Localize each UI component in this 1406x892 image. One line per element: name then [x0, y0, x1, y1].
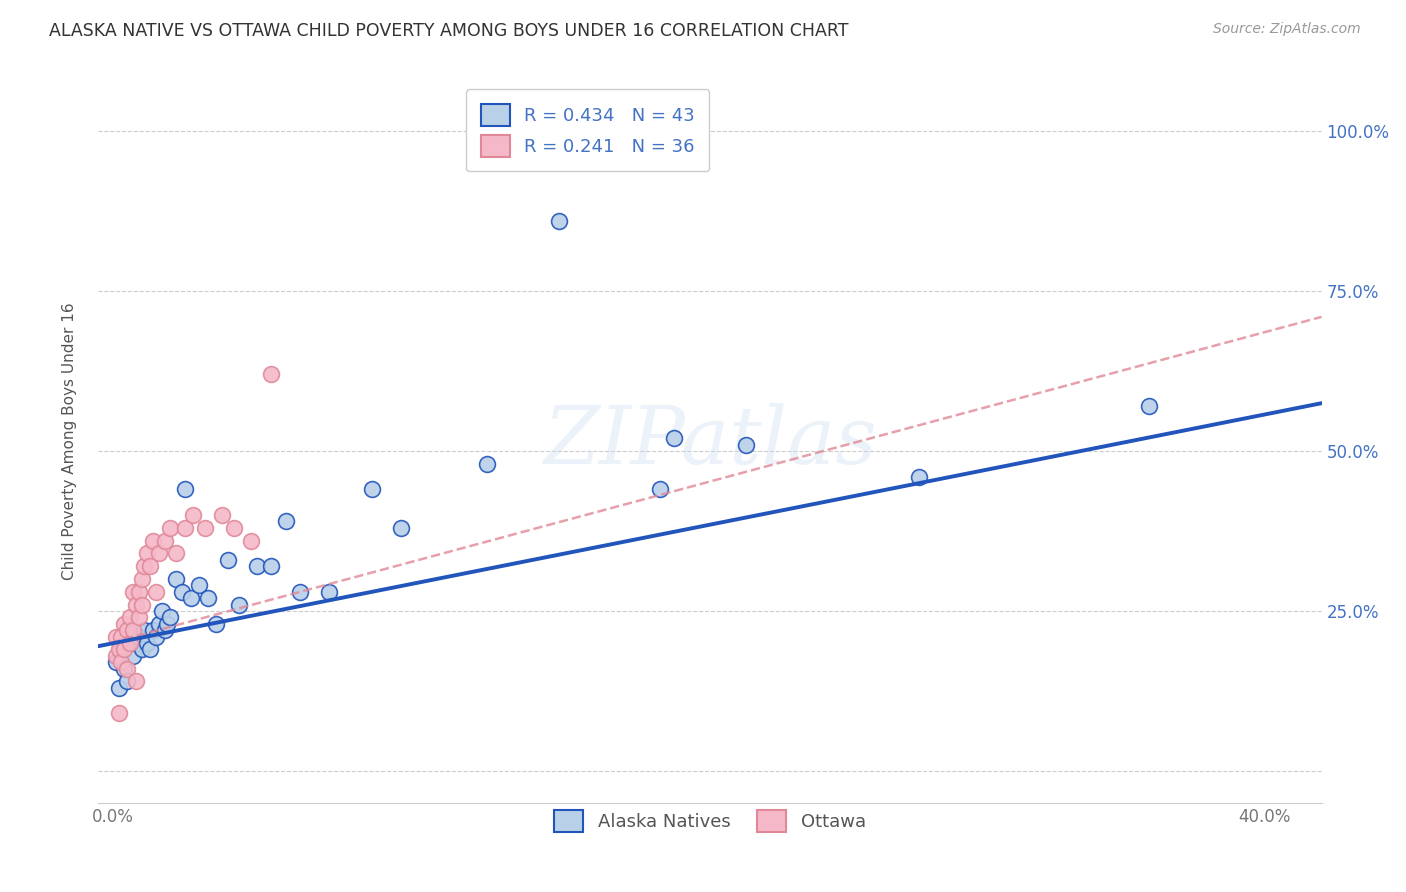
Point — [194, 521, 217, 535]
Point — [173, 483, 195, 497]
Point — [180, 591, 202, 606]
Point — [104, 630, 127, 644]
Point — [125, 598, 148, 612]
Point — [115, 623, 138, 637]
Point — [139, 642, 162, 657]
Point — [183, 508, 205, 522]
Point — [145, 584, 167, 599]
Point — [153, 623, 176, 637]
Point — [110, 642, 132, 657]
Point — [165, 572, 187, 586]
Point — [112, 616, 135, 631]
Point — [110, 630, 132, 644]
Point — [260, 368, 283, 382]
Point — [131, 598, 153, 612]
Point — [107, 681, 129, 695]
Point — [125, 674, 148, 689]
Point — [907, 469, 929, 483]
Point — [217, 553, 239, 567]
Point — [150, 604, 173, 618]
Point — [159, 610, 181, 624]
Point — [142, 533, 165, 548]
Point — [1137, 400, 1160, 414]
Point — [104, 648, 127, 663]
Point — [134, 559, 156, 574]
Point — [115, 674, 138, 689]
Point — [188, 578, 211, 592]
Point — [246, 559, 269, 574]
Point — [648, 483, 671, 497]
Point — [197, 591, 219, 606]
Point — [274, 515, 297, 529]
Text: ZIPatlas: ZIPatlas — [543, 403, 877, 480]
Point — [104, 655, 127, 669]
Point — [128, 610, 150, 624]
Legend: Alaska Natives, Ottawa: Alaska Natives, Ottawa — [546, 801, 875, 841]
Point — [205, 616, 228, 631]
Point — [142, 623, 165, 637]
Point — [360, 483, 382, 497]
Point — [139, 559, 162, 574]
Point — [165, 546, 187, 560]
Point — [148, 616, 170, 631]
Point — [260, 559, 283, 574]
Point — [120, 636, 142, 650]
Point — [122, 623, 145, 637]
Text: ALASKA NATIVE VS OTTAWA CHILD POVERTY AMONG BOYS UNDER 16 CORRELATION CHART: ALASKA NATIVE VS OTTAWA CHILD POVERTY AM… — [49, 22, 849, 40]
Point — [145, 630, 167, 644]
Y-axis label: Child Poverty Among Boys Under 16: Child Poverty Among Boys Under 16 — [62, 302, 77, 581]
Point — [122, 584, 145, 599]
Point — [122, 648, 145, 663]
Point — [222, 521, 245, 535]
Point — [136, 636, 159, 650]
Point — [389, 521, 412, 535]
Point — [156, 616, 179, 631]
Point — [228, 598, 250, 612]
Point — [148, 546, 170, 560]
Point — [318, 584, 340, 599]
Point — [170, 584, 193, 599]
Point — [475, 457, 498, 471]
Point — [153, 533, 176, 548]
Point — [662, 431, 685, 445]
Point — [131, 572, 153, 586]
Point — [128, 584, 150, 599]
Text: Source: ZipAtlas.com: Source: ZipAtlas.com — [1213, 22, 1361, 37]
Point — [134, 623, 156, 637]
Point — [107, 706, 129, 721]
Point — [112, 661, 135, 675]
Point — [128, 630, 150, 644]
Point — [110, 655, 132, 669]
Point — [548, 214, 571, 228]
Point — [112, 642, 135, 657]
Point — [159, 521, 181, 535]
Point — [115, 661, 138, 675]
Point — [173, 521, 195, 535]
Point — [735, 438, 758, 452]
Point — [120, 610, 142, 624]
Point — [239, 533, 262, 548]
Point — [136, 546, 159, 560]
Point — [211, 508, 233, 522]
Point — [288, 584, 311, 599]
Point — [107, 642, 129, 657]
Point — [120, 636, 142, 650]
Point — [131, 642, 153, 657]
Point — [125, 636, 148, 650]
